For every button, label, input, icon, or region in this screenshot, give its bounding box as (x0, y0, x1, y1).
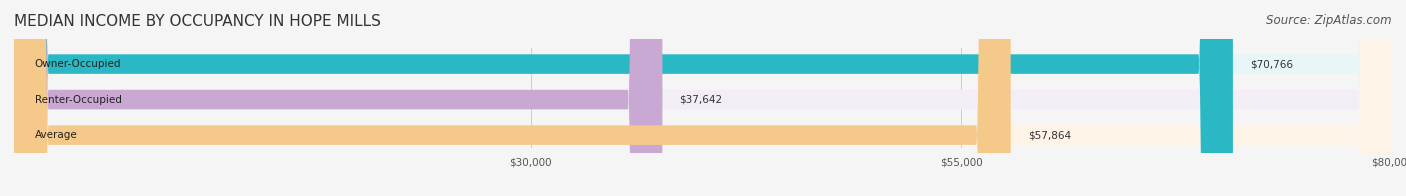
Text: MEDIAN INCOME BY OCCUPANCY IN HOPE MILLS: MEDIAN INCOME BY OCCUPANCY IN HOPE MILLS (14, 14, 381, 29)
FancyBboxPatch shape (14, 0, 662, 196)
Text: Renter-Occupied: Renter-Occupied (35, 95, 121, 105)
FancyBboxPatch shape (14, 0, 1392, 196)
FancyBboxPatch shape (14, 0, 1392, 196)
Text: $57,864: $57,864 (1028, 130, 1071, 140)
FancyBboxPatch shape (14, 0, 1011, 196)
FancyBboxPatch shape (14, 0, 1392, 196)
Text: Average: Average (35, 130, 77, 140)
Text: Owner-Occupied: Owner-Occupied (35, 59, 121, 69)
Text: $70,766: $70,766 (1250, 59, 1294, 69)
Text: Source: ZipAtlas.com: Source: ZipAtlas.com (1267, 14, 1392, 27)
Text: $37,642: $37,642 (679, 95, 723, 105)
FancyBboxPatch shape (14, 0, 1233, 196)
